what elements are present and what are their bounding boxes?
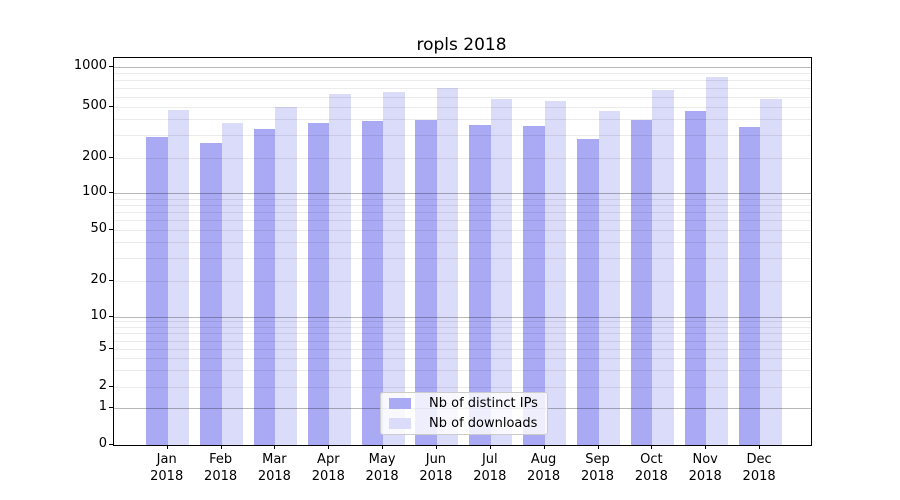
bar-distinct-ips xyxy=(523,125,545,445)
bar-downloads xyxy=(490,98,513,445)
bar-distinct-ips xyxy=(361,121,384,445)
bar-downloads xyxy=(598,110,620,445)
x-tick-label: May 2018 xyxy=(365,452,399,484)
legend-swatch-distinct-ips xyxy=(389,398,411,409)
bar-distinct-ips xyxy=(200,143,222,445)
x-tick-mark xyxy=(597,445,599,449)
y-tick-mark xyxy=(109,444,113,445)
bar-downloads xyxy=(275,107,297,445)
y-tick-label: 200 xyxy=(82,149,107,164)
y-tick-mark xyxy=(109,407,113,408)
bar-downloads xyxy=(167,109,190,445)
y-tick-label: 500 xyxy=(82,98,107,113)
x-tick-mark xyxy=(328,445,330,449)
y-tick-label: 100 xyxy=(82,184,107,199)
x-tick-label: Aug 2018 xyxy=(527,452,561,484)
legend-label-distinct-ips: Nb of distinct IPs xyxy=(429,396,538,411)
x-tick-mark xyxy=(489,445,491,449)
x-tick-label: Sep 2018 xyxy=(580,452,615,484)
y-tick-label: 50 xyxy=(90,221,107,236)
y-tick-label: 10 xyxy=(90,307,107,323)
y-tick-mark xyxy=(109,157,113,158)
x-tick-mark xyxy=(220,445,222,449)
y-tick-label: 20 xyxy=(90,272,107,287)
bar-downloads xyxy=(383,92,405,445)
bar-downloads xyxy=(329,93,351,445)
bar-distinct-ips xyxy=(469,124,491,445)
x-tick-mark xyxy=(435,445,437,449)
legend-swatch-downloads xyxy=(389,418,411,429)
bar-distinct-ips xyxy=(146,136,168,445)
gridline xyxy=(114,67,811,68)
bar-distinct-ips xyxy=(577,138,599,445)
bar-distinct-ips xyxy=(684,110,707,445)
y-tick-mark xyxy=(109,315,113,317)
bar-downloads xyxy=(760,99,782,445)
bar-distinct-ips xyxy=(307,122,330,445)
y-tick-mark xyxy=(109,229,113,230)
legend-label-downloads: Nb of downloads xyxy=(429,416,538,431)
x-tick-label: Jan 2018 xyxy=(150,452,184,484)
y-tick-mark xyxy=(109,192,113,193)
bar-downloads xyxy=(221,123,244,445)
x-tick-label: Feb 2018 xyxy=(204,452,238,484)
y-tick-label: 5 xyxy=(98,340,107,355)
y-tick-mark xyxy=(109,280,113,281)
bar-downloads xyxy=(544,101,567,445)
y-tick-mark xyxy=(109,348,113,349)
bar-distinct-ips xyxy=(738,127,761,445)
bar-distinct-ips xyxy=(630,120,653,445)
bar-downloads xyxy=(436,87,459,445)
x-tick-mark xyxy=(166,445,168,449)
x-tick-label: Dec 2018 xyxy=(742,452,776,484)
y-tick-label: 2 xyxy=(98,378,107,393)
x-tick-mark xyxy=(705,445,707,449)
x-tick-mark xyxy=(543,445,545,449)
x-tick-mark xyxy=(274,445,276,449)
plot-area: Nb of distinct IPs Nb of downloads xyxy=(113,57,812,446)
x-tick-label: Apr 2018 xyxy=(311,452,345,484)
y-tick-mark xyxy=(109,386,113,387)
y-tick-label: 0 xyxy=(98,436,107,451)
x-tick-label: Jun 2018 xyxy=(419,452,453,484)
chart-title: ropls 2018 xyxy=(416,35,507,55)
x-tick-label: Oct 2018 xyxy=(634,452,668,484)
legend: Nb of distinct IPs Nb of downloads xyxy=(380,392,548,435)
x-tick-label: Jul 2018 xyxy=(473,452,507,484)
x-tick-label: Nov 2018 xyxy=(688,452,722,484)
bar-distinct-ips xyxy=(253,129,276,445)
y-tick-mark xyxy=(109,66,113,67)
bar-distinct-ips xyxy=(415,120,437,445)
bar-downloads xyxy=(652,89,674,445)
y-tick-label: 1000 xyxy=(73,58,107,73)
legend-entry-distinct-ips: Nb of distinct IPs xyxy=(387,395,541,412)
x-tick-mark xyxy=(651,445,653,449)
x-tick-mark xyxy=(382,445,384,449)
y-tick-label: 1 xyxy=(98,399,107,414)
gridline xyxy=(114,73,811,75)
y-tick-mark xyxy=(109,106,113,107)
x-tick-mark xyxy=(759,445,761,449)
legend-entry-downloads: Nb of downloads xyxy=(387,415,541,432)
x-tick-label: Mar 2018 xyxy=(257,452,291,484)
bar-downloads xyxy=(706,77,728,445)
